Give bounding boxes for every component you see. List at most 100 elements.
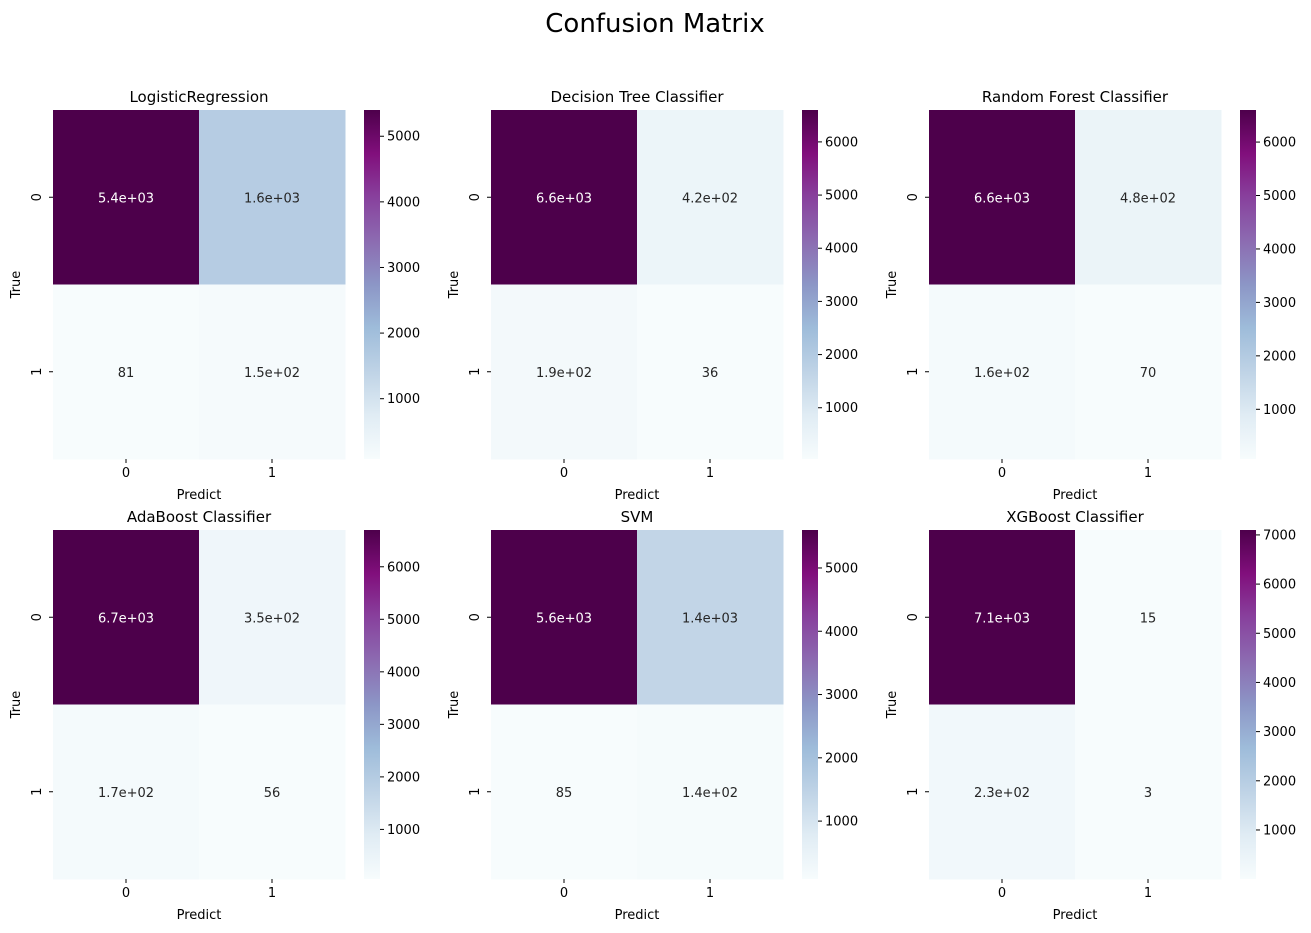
cell-annotation: 3.5e+02 xyxy=(244,611,300,626)
x-tick-label: 0 xyxy=(998,886,1006,901)
x-tick-label: 1 xyxy=(268,886,276,901)
colorbar-tick-label: 4000 xyxy=(1263,242,1296,257)
y-tick-label: 1 xyxy=(468,368,483,376)
cell-annotation: 85 xyxy=(556,786,573,801)
y-axis-label: True xyxy=(885,271,900,300)
y-tick-label: 0 xyxy=(30,613,45,621)
colorbar-tick-label: 2000 xyxy=(387,770,420,785)
cell-annotation: 5.6e+03 xyxy=(536,611,592,626)
cell-annotation: 5.4e+03 xyxy=(98,191,154,206)
colorbar-tick-label: 5000 xyxy=(825,189,858,204)
cell-annotation: 70 xyxy=(1140,366,1157,381)
heatmap-cell xyxy=(53,110,200,285)
x-axis-label: Predict xyxy=(1053,908,1098,923)
panel-title: Decision Tree Classifier xyxy=(550,88,724,106)
y-tick-label: 1 xyxy=(30,788,45,796)
heatmap-cell xyxy=(491,704,638,880)
colorbar-tick-label: 3000 xyxy=(825,295,858,310)
y-axis-label: True xyxy=(447,271,462,300)
colorbar-tick-label: 5000 xyxy=(387,130,420,145)
cell-annotation: 1.6e+02 xyxy=(974,366,1030,381)
colorbar-tick-label: 2000 xyxy=(825,751,858,766)
cell-annotation: 1.4e+02 xyxy=(682,786,738,801)
cell-annotation: 1.5e+02 xyxy=(244,366,300,381)
cell-annotation: 7.1e+03 xyxy=(974,611,1030,626)
colorbar-tick-label: 4000 xyxy=(387,195,420,210)
y-tick-label: 0 xyxy=(468,193,483,201)
colorbar-tick-label: 6000 xyxy=(1263,578,1296,593)
y-axis-label: True xyxy=(885,691,900,720)
heatmap-cell xyxy=(1075,284,1222,460)
colorbar-tick-label: 3000 xyxy=(387,261,420,276)
x-tick-label: 0 xyxy=(998,466,1006,481)
colorbar-tick-label: 4000 xyxy=(1263,676,1296,691)
y-tick-label: 0 xyxy=(30,193,45,201)
cell-annotation: 2.3e+02 xyxy=(974,786,1030,801)
heatmap-cell xyxy=(1075,704,1222,880)
heatmap-panels: LogisticRegression 5.4e+03 1.6e+03 81 1.5e+0… xyxy=(9,88,1296,923)
heatmap-cell xyxy=(491,110,638,285)
heatmap-panel: AdaBoost Classifier 6.7e+03 3.5e+02 1.7e+02… xyxy=(9,508,420,923)
colorbar-tick-label: 4000 xyxy=(825,242,858,257)
heatmap-cell xyxy=(199,530,346,705)
x-axis-label: Predict xyxy=(615,908,660,923)
x-axis-label: Predict xyxy=(615,488,660,503)
panel-title: XGBoost Classifier xyxy=(1006,508,1144,526)
y-axis-label: True xyxy=(447,691,462,720)
y-tick-label: 0 xyxy=(906,613,921,621)
cell-annotation: 6.6e+03 xyxy=(974,191,1030,206)
heatmap-cell xyxy=(491,284,638,460)
colorbar xyxy=(364,110,380,459)
colorbar-tick-label: 1000 xyxy=(1263,823,1296,838)
y-tick-label: 1 xyxy=(468,788,483,796)
colorbar-tick-label: 3000 xyxy=(387,718,420,733)
heatmap-cell xyxy=(637,110,784,285)
colorbar-tick-label: 2000 xyxy=(1263,774,1296,789)
heatmap-cell xyxy=(637,704,784,880)
y-tick-label: 1 xyxy=(906,788,921,796)
colorbar-tick-label: 2000 xyxy=(825,348,858,363)
cell-annotation: 4.2e+02 xyxy=(682,191,738,206)
heatmap-cell xyxy=(929,530,1076,705)
heatmap-cell xyxy=(929,284,1076,460)
cell-annotation: 1.9e+02 xyxy=(536,366,592,381)
heatmap-cell xyxy=(53,284,200,460)
colorbar-tick-label: 6000 xyxy=(825,135,858,150)
cell-annotation: 36 xyxy=(702,366,719,381)
panel-title: SVM xyxy=(621,508,654,526)
colorbar-tick-label: 5000 xyxy=(825,561,858,576)
colorbar-tick-label: 5000 xyxy=(1263,189,1296,204)
heatmap-cell xyxy=(53,704,200,880)
x-tick-label: 0 xyxy=(560,886,568,901)
colorbar-tick-label: 6000 xyxy=(387,560,420,575)
heatmap-cell xyxy=(491,530,638,705)
figure-title: Confusion Matrix xyxy=(545,9,764,39)
cell-annotation: 3 xyxy=(1144,786,1152,801)
y-axis-label: True xyxy=(9,271,24,300)
x-axis-label: Predict xyxy=(177,908,222,923)
colorbar-tick-label: 7000 xyxy=(1263,528,1296,543)
heatmap-cell xyxy=(199,704,346,880)
heatmap-cell xyxy=(929,704,1076,880)
heatmap-cell xyxy=(199,110,346,285)
colorbar-tick-label: 6000 xyxy=(1263,136,1296,151)
x-tick-label: 0 xyxy=(122,886,130,901)
x-tick-label: 1 xyxy=(706,466,714,481)
colorbar xyxy=(802,530,818,879)
colorbar xyxy=(1240,110,1256,459)
colorbar-tick-label: 5000 xyxy=(1263,627,1296,642)
heatmap-cell xyxy=(53,530,200,705)
colorbar-tick-label: 4000 xyxy=(825,625,858,640)
x-axis-label: Predict xyxy=(177,488,222,503)
cell-annotation: 4.8e+02 xyxy=(1120,191,1176,206)
cell-annotation: 56 xyxy=(264,786,281,801)
heatmap-panel: LogisticRegression 5.4e+03 1.6e+03 81 1.5e+0… xyxy=(9,88,420,503)
heatmap-cell xyxy=(637,284,784,460)
colorbar xyxy=(1240,530,1256,879)
heatmap-panel: SVM 5.6e+03 1.4e+03 85 1.4e+02 0 1 0 1 Predict Tru… xyxy=(447,508,858,923)
y-axis-label: True xyxy=(9,691,24,720)
heatmap-cell xyxy=(1075,110,1222,285)
heatmap-cell xyxy=(637,530,784,705)
x-tick-label: 1 xyxy=(268,466,276,481)
colorbar-tick-label: 2000 xyxy=(387,327,420,342)
